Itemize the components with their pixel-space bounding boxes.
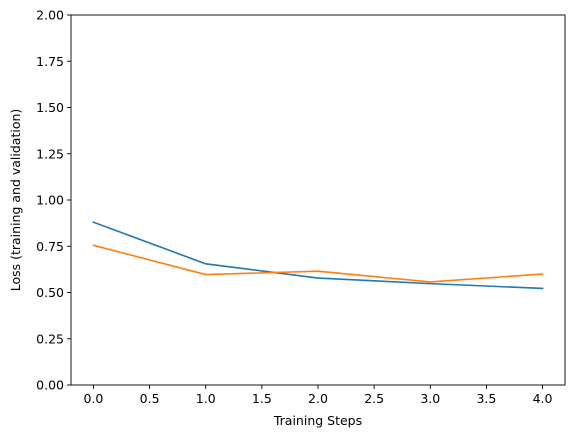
y-tick-label: 2.00	[36, 8, 64, 23]
y-tick-label: 0.25	[36, 331, 64, 346]
x-axis-title: Training Steps	[273, 413, 362, 428]
y-tick-label: 0.00	[36, 378, 64, 393]
plot-frame	[70, 14, 566, 386]
x-tick-label: 4.0	[533, 391, 553, 406]
x-tick-label: 0.0	[84, 391, 104, 406]
x-tick-label: 2.5	[364, 391, 384, 406]
y-tick-label: 0.75	[36, 239, 64, 254]
series-line-1	[92, 221, 544, 290]
axes-layer: 0.0 0.5 1.0 1.5 2.0 2.5 3.0 3.5 4.0 0.00 0.25 0.50 0…	[36, 8, 566, 406]
x-tick-label: 2.0	[308, 391, 328, 406]
x-tick-label: 3.5	[476, 391, 496, 406]
x-tick-label: 1.5	[252, 391, 272, 406]
y-tick-label: 0.50	[36, 285, 64, 300]
x-tick-label: 0.5	[140, 391, 160, 406]
y-tick-label: 1.25	[36, 146, 64, 161]
series-line-2	[92, 244, 544, 283]
y-tick-label: 1.50	[36, 100, 64, 115]
x-tick-label: 3.0	[420, 391, 440, 406]
y-axis-title: Loss (training and validation)	[8, 109, 23, 292]
plot-layer	[92, 221, 544, 290]
x-tick-label: 1.0	[196, 391, 216, 406]
y-tick-label: 1.75	[36, 54, 64, 69]
y-tick-label: 1.00	[36, 193, 64, 208]
